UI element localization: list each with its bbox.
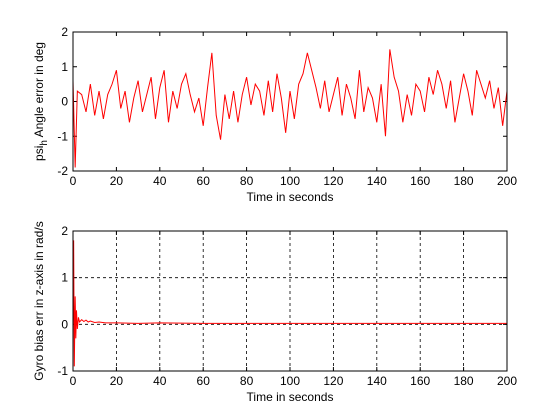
x-tick-label: 60 bbox=[197, 174, 211, 188]
x-tick-label: 40 bbox=[153, 174, 167, 188]
y-tick-label: 0 bbox=[61, 317, 68, 331]
y-axis-label-subscript: h bbox=[39, 140, 50, 146]
x-tick-label: 140 bbox=[367, 374, 387, 388]
y-axis-label-part: Angle error in deg bbox=[32, 42, 46, 140]
x-tick-label: 20 bbox=[110, 374, 124, 388]
data-line bbox=[72, 49, 508, 168]
x-tick-label: 180 bbox=[454, 174, 474, 188]
x-tick-label: 60 bbox=[197, 374, 211, 388]
y-tick-label: -1 bbox=[57, 364, 68, 378]
x-tick-label: 20 bbox=[110, 174, 124, 188]
x-tick-label: 200 bbox=[497, 174, 517, 188]
y-tick-label: 2 bbox=[61, 25, 68, 39]
x-tick-label: 200 bbox=[497, 374, 517, 388]
x-tick-label: 0 bbox=[70, 374, 77, 388]
x-tick-label: 40 bbox=[153, 374, 167, 388]
y-axis-label-part: psi bbox=[32, 146, 46, 161]
x-tick-label: 160 bbox=[410, 374, 430, 388]
y-tick-label: 1 bbox=[61, 271, 68, 285]
x-tick-label: 160 bbox=[410, 174, 430, 188]
x-tick-label: 180 bbox=[454, 374, 474, 388]
x-tick-label: 140 bbox=[367, 174, 387, 188]
axes-box bbox=[72, 31, 508, 172]
x-tick-label: 100 bbox=[280, 374, 300, 388]
y-axis-label: Gyro bias err in z-axis in rad/s bbox=[32, 221, 46, 380]
y-tick-label: 0 bbox=[61, 95, 68, 109]
x-tick-label: 100 bbox=[280, 174, 300, 188]
y-axis-label: psih Angle error in deg bbox=[32, 42, 50, 161]
axes-background bbox=[73, 32, 507, 171]
x-tick-label: 0 bbox=[70, 174, 77, 188]
axes-box bbox=[72, 230, 508, 372]
data-line bbox=[72, 240, 507, 367]
y-tick-label: 1 bbox=[61, 60, 68, 74]
x-axis-label: Time in seconds bbox=[247, 190, 334, 204]
y-tick-label: 2 bbox=[61, 224, 68, 238]
y-tick-label: -1 bbox=[57, 129, 68, 143]
x-tick-label: 120 bbox=[323, 374, 343, 388]
y-axis-label-part: Gyro bias err in z-axis in rad/s bbox=[32, 221, 46, 380]
x-axis-label: Time in seconds bbox=[247, 390, 334, 404]
y-tick-label: -2 bbox=[57, 164, 68, 178]
x-tick-label: 120 bbox=[323, 174, 343, 188]
x-tick-label: 80 bbox=[240, 374, 254, 388]
x-tick-label: 80 bbox=[240, 174, 254, 188]
